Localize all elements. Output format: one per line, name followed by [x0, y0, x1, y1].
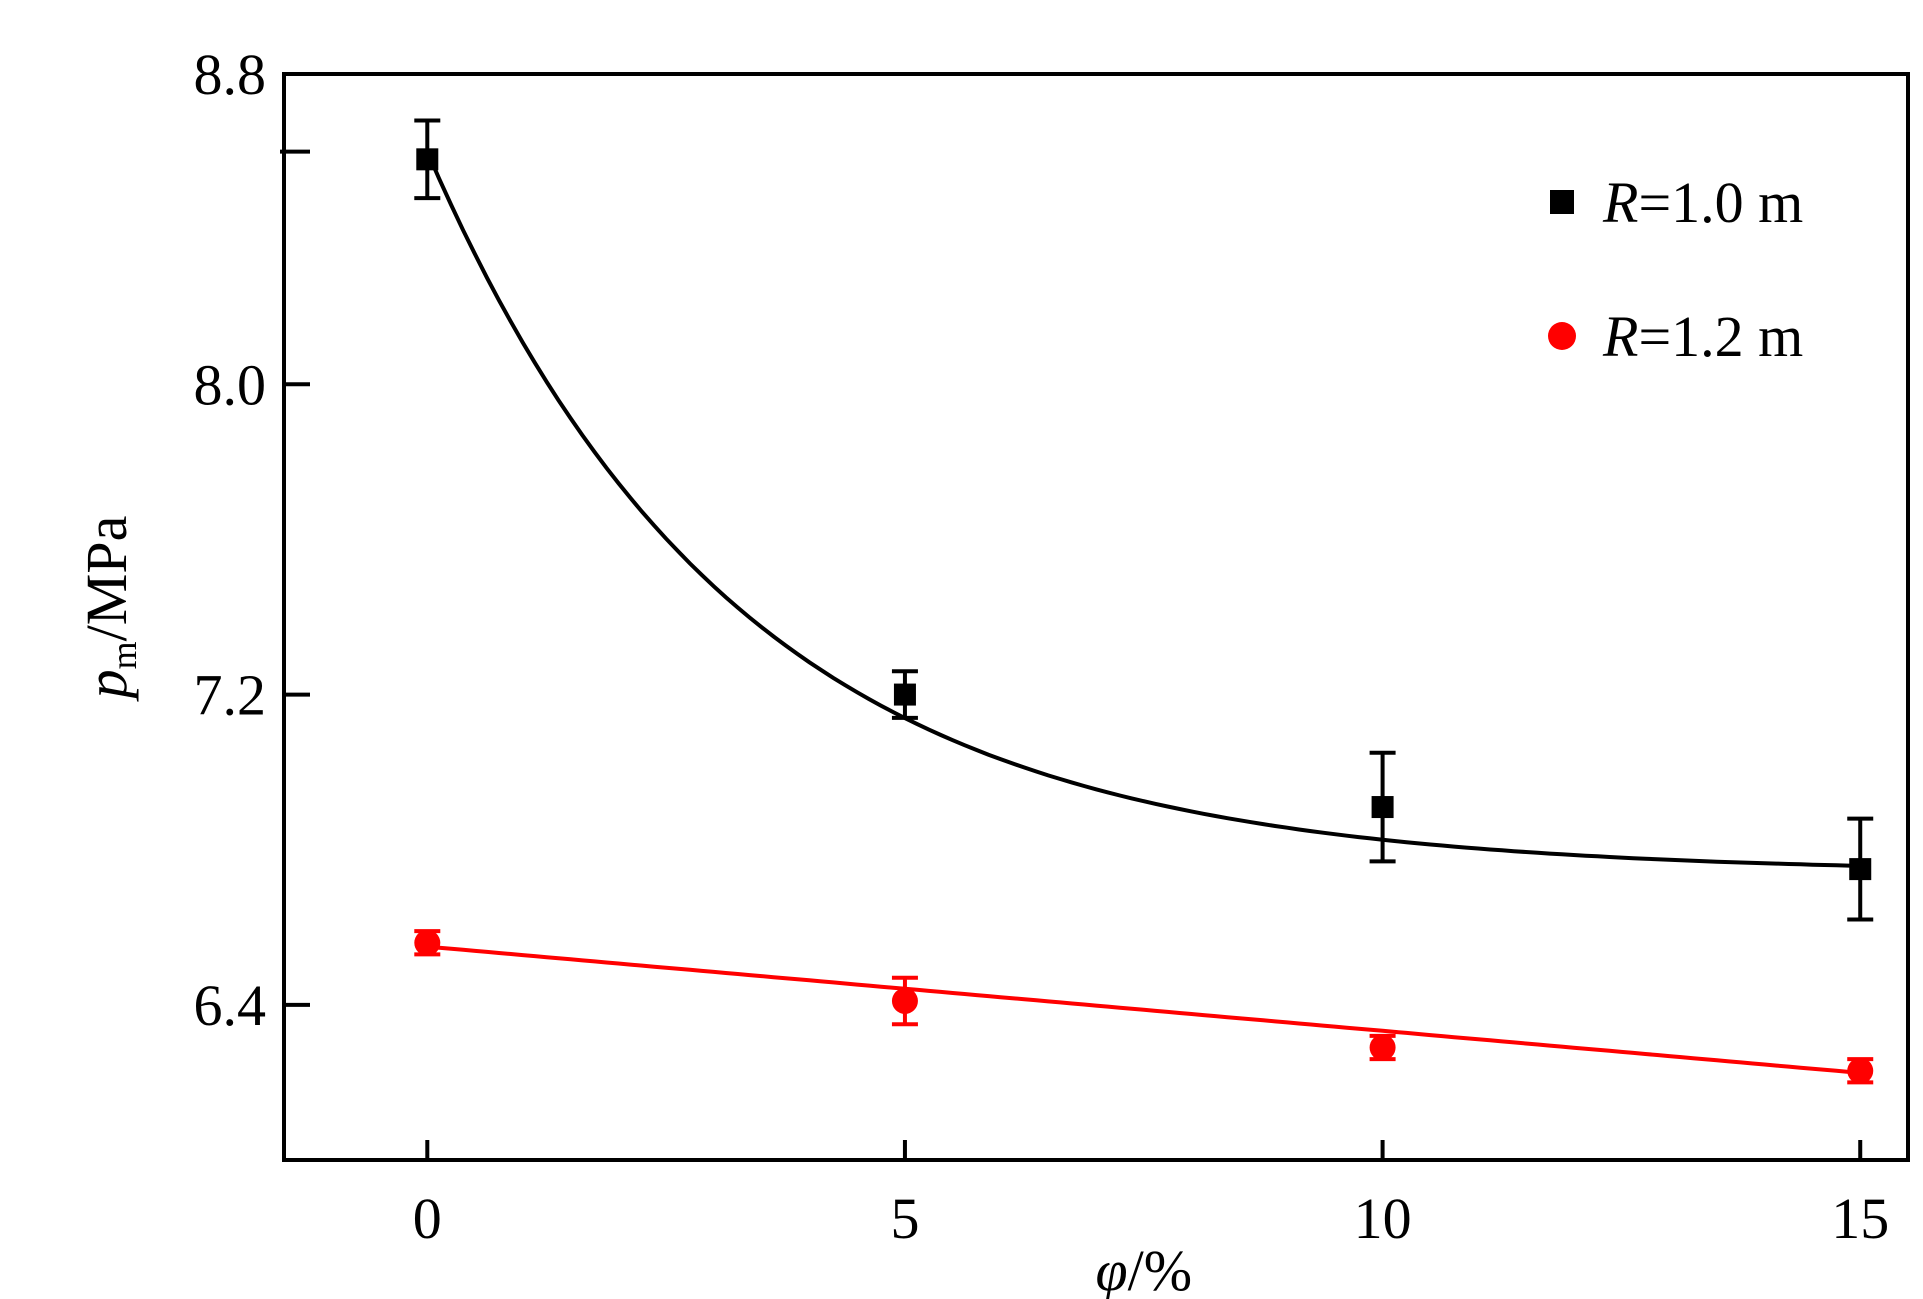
x-axis-symbol: φ [1095, 1238, 1127, 1299]
data-points [414, 148, 1874, 1084]
fit-line-series-1 [425, 150, 1861, 868]
point-series-1-2 [1371, 796, 1394, 819]
point-series-2-3 [1847, 1057, 1874, 1084]
y-tick-label-7.2: 7.2 [194, 663, 267, 728]
point-series-2-1 [891, 987, 918, 1014]
plot-frame [282, 72, 1910, 1162]
x-tick-label-5: 5 [890, 1186, 919, 1251]
y-axis-unit: /MPa [74, 516, 139, 642]
point-series-2-2 [1369, 1034, 1396, 1061]
x-tick-label-10: 10 [1354, 1186, 1412, 1251]
y-axis-title: pm/MPa [74, 516, 144, 703]
legend-item-1: R=1.0 m [1602, 170, 1803, 235]
point-series-2-0 [414, 929, 441, 956]
point-series-1-1 [893, 683, 916, 706]
x-tick-label-0: 0 [413, 1186, 442, 1251]
fit-curves [425, 150, 1861, 1075]
fit-line-series-2 [427, 944, 1861, 1075]
point-series-1-0 [416, 148, 439, 171]
legend-item-2: R=1.2 m [1602, 304, 1803, 369]
y-axis-ticks: 6.4 7.2 8.0 8.8 [194, 42, 310, 1038]
point-series-1-3 [1849, 858, 1872, 881]
x-tick-label-15: 15 [1831, 1186, 1889, 1251]
x-axis-ticks: 0 5 10 15 [413, 1140, 1889, 1251]
y-axis-subscript: m [104, 641, 144, 669]
legend-marker-square [1550, 190, 1574, 214]
y-tick-label-8: 8.0 [194, 352, 267, 417]
legend: R=1.0 m R=1.2 m [1548, 170, 1803, 369]
y-tick-label-8.8: 8.8 [194, 42, 267, 107]
y-axis-symbol: p [74, 669, 139, 702]
legend-marker-circle [1548, 322, 1576, 350]
y-tick-label-6.4: 6.4 [194, 973, 267, 1038]
x-axis-unit: /% [1128, 1238, 1192, 1299]
x-axis-title: φ/% [1095, 1238, 1192, 1299]
